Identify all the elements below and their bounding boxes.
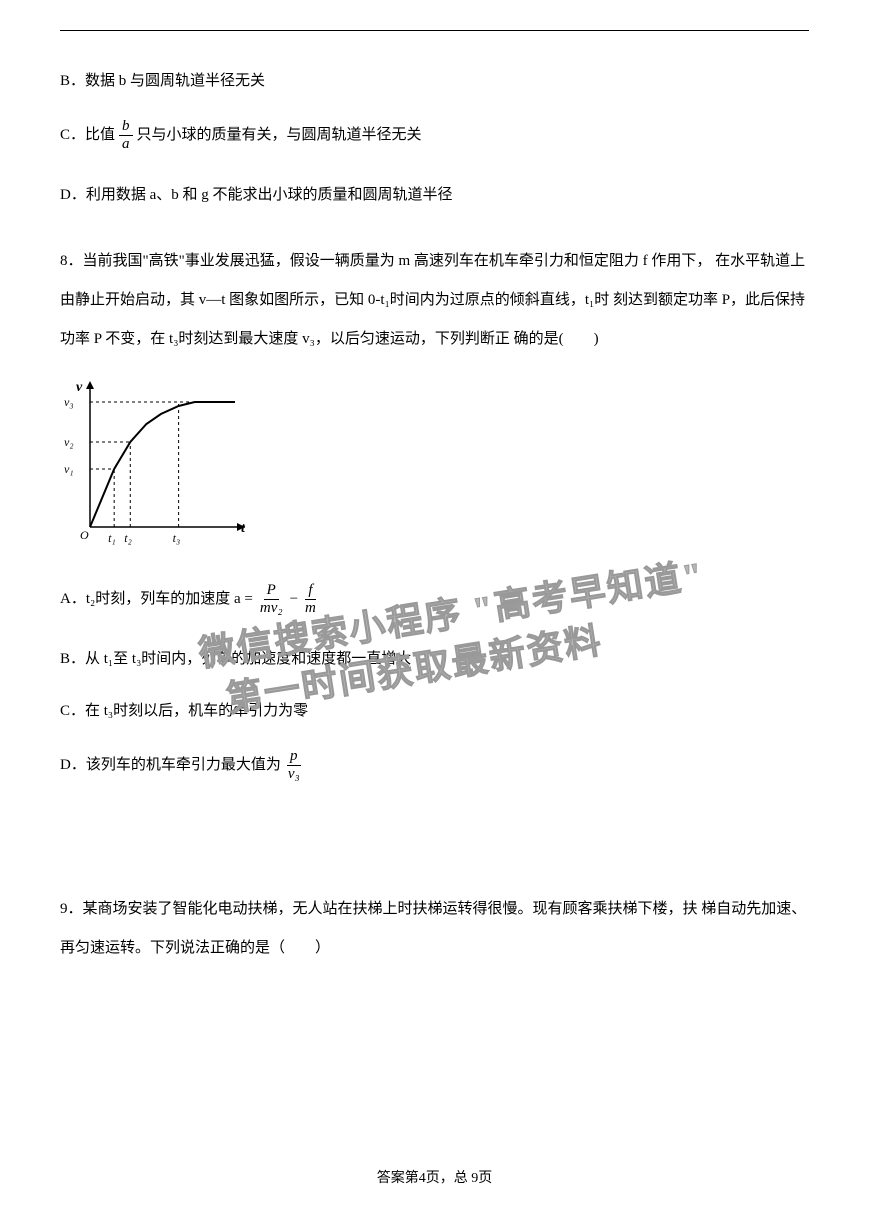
q9-stem-1: 9．某商场安装了智能化电动扶梯，无人站在扶梯上时扶梯运转得很慢。现有顾客乘扶梯下…: [60, 901, 698, 917]
q8-optb-text: B．从 t₁至 t₃时间内，列车的加速度和速度都一直增大: [60, 644, 411, 674]
page-footer: 答案第4页，总 9页: [0, 1167, 869, 1187]
q8-option-a: A．t₂时刻，列车的加速度 a = P mv₂ − f m: [60, 582, 809, 616]
svg-text:t₃: t₃: [173, 531, 181, 545]
q7-option-b: B．数据 b 与圆周轨道半径无关: [60, 66, 809, 96]
frac-num: P: [264, 582, 279, 600]
q8-option-d: D．该列车的机车牵引力最大值为 p v₃: [60, 748, 809, 782]
q8-optd-pre: D．该列车的机车牵引力最大值为: [60, 750, 281, 780]
q8-optd-fraction: p v₃: [285, 748, 303, 782]
svg-text:v₃: v₃: [64, 395, 74, 409]
q8-stem-4: 确的是( ): [514, 331, 599, 347]
svg-text:v: v: [76, 380, 83, 395]
svg-text:v₂: v₂: [64, 435, 74, 449]
frac-den: v₃: [285, 766, 303, 783]
q7-optc-pre: C．比值: [60, 120, 115, 150]
q7-optb-text: B．数据 b 与圆周轨道半径无关: [60, 66, 265, 96]
q7-optc-post: 只与小球的质量有关，与圆周轨道半径无关: [137, 120, 422, 150]
footer-text: 答案第4页，总 9页: [377, 1171, 493, 1186]
svg-text:v₁: v₁: [64, 462, 74, 476]
vt-chart-svg: Ot v v₁ v₂ v₃ t₁ t₂ t₃: [60, 377, 255, 552]
svg-text:t₂: t₂: [124, 531, 132, 545]
svg-text:O: O: [80, 528, 89, 542]
frac-den: m: [302, 600, 319, 617]
q7-option-c: C．比值 b a 只与小球的质量有关，与圆周轨道半径无关: [60, 118, 809, 152]
q8-opta-frac2: f m: [302, 582, 319, 616]
page-container: B．数据 b 与圆周轨道半径无关 C．比值 b a 只与小球的质量有关，与圆周轨…: [0, 0, 869, 1006]
frac-den: mv₂: [257, 600, 286, 617]
q8-opta-mid: −: [290, 584, 298, 614]
top-rule: [60, 30, 809, 31]
q7-optd-text: D．利用数据 a、b 和 g 不能求出小球的质量和圆周轨道半径: [60, 180, 453, 210]
q9-stem: 9．某商场安装了智能化电动扶梯，无人站在扶梯上时扶梯运转得很慢。现有顾客乘扶梯下…: [60, 890, 809, 968]
q8-stem: 8．当前我国"高铁"事业发展迅猛，假设一辆质量为 m 高速列车在机车牵引力和恒定…: [60, 242, 809, 359]
q8-stem-1: 8．当前我国"高铁"事业发展迅猛，假设一辆质量为 m 高速列车在机车牵引力和恒定…: [60, 253, 711, 269]
frac-num: f: [305, 582, 315, 600]
q8-optc-text: C．在 t₃时刻以后，机车的牵引力为零: [60, 696, 308, 726]
frac-num: b: [119, 118, 133, 136]
q7-option-d: D．利用数据 a、b 和 g 不能求出小球的质量和圆周轨道半径: [60, 180, 809, 210]
frac-den: a: [119, 136, 133, 153]
frac-num: p: [287, 748, 301, 766]
svg-text:t: t: [241, 521, 246, 536]
q7-optc-fraction: b a: [119, 118, 133, 152]
q8-option-b: B．从 t₁至 t₃时间内，列车的加速度和速度都一直增大: [60, 644, 809, 674]
q8-opta-frac1: P mv₂: [257, 582, 286, 616]
q8-vt-chart: Ot v v₁ v₂ v₃ t₁ t₂ t₃: [60, 377, 809, 557]
q8-option-c: C．在 t₃时刻以后，机车的牵引力为零: [60, 696, 809, 726]
q8-opta-pre: A．t₂时刻，列车的加速度 a =: [60, 584, 253, 614]
svg-text:t₁: t₁: [108, 531, 116, 545]
